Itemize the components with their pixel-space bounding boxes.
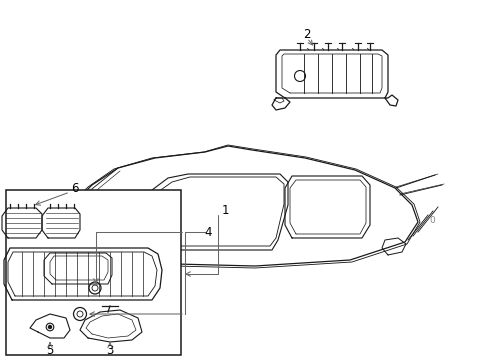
Circle shape [48, 325, 51, 328]
Text: 5: 5 [46, 343, 54, 356]
Text: 0: 0 [428, 216, 434, 225]
Text: 6: 6 [71, 181, 79, 194]
Text: 1: 1 [221, 203, 228, 216]
Bar [6, 190, 181, 355]
Text: 3: 3 [106, 343, 113, 356]
Text: 4: 4 [204, 225, 211, 239]
Text: 2: 2 [303, 27, 310, 41]
